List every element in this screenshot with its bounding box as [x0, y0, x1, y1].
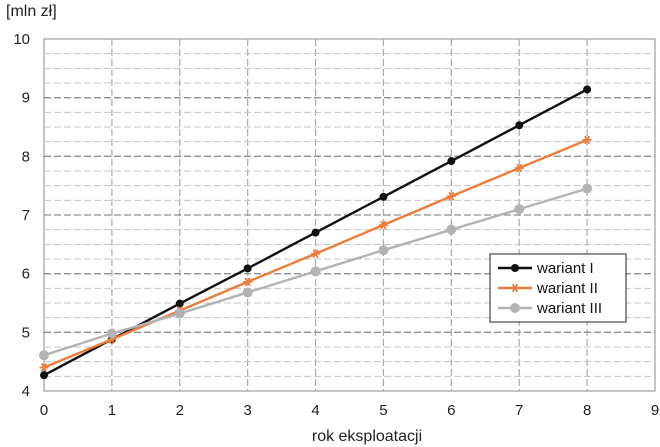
- data-point: [582, 183, 593, 194]
- legend-item: wariant III: [498, 300, 602, 317]
- data-point: [174, 308, 185, 319]
- data-point: [378, 245, 389, 256]
- data-point: [39, 363, 49, 372]
- x-tick-label: 9: [651, 402, 659, 419]
- data-point: [311, 249, 321, 259]
- data-point: [514, 204, 525, 215]
- x-tick-label: 3: [243, 402, 251, 419]
- x-tick-label: 0: [40, 402, 48, 419]
- data-point: [583, 85, 592, 94]
- y-tick-label: 4: [22, 383, 30, 400]
- data-point: [378, 220, 388, 230]
- y-tick-label: 9: [22, 90, 30, 107]
- data-point: [39, 350, 49, 361]
- y-tick-label: 10: [13, 31, 30, 48]
- legend-marker: [510, 303, 520, 313]
- data-point: [310, 266, 321, 277]
- x-axis-ticks: 0 1 2 3 4 5 6 7 8 9: [40, 402, 659, 419]
- legend-marker: [511, 264, 519, 272]
- data-point: [175, 299, 184, 308]
- data-point: [514, 163, 524, 173]
- x-tick-label: 7: [515, 402, 523, 419]
- series-group: [39, 85, 593, 380]
- data-point: [379, 192, 388, 201]
- legend-label: wariant III: [536, 300, 602, 317]
- legend: wariant I wariant II wariant III: [489, 253, 627, 323]
- y-tick-label: 5: [22, 324, 30, 341]
- legend-item: wariant I: [498, 260, 594, 277]
- data-point: [446, 224, 457, 235]
- x-tick-label: 2: [176, 402, 184, 419]
- y-tick-label: 7: [22, 207, 30, 224]
- data-point: [447, 157, 456, 166]
- legend-label: wariant II: [536, 280, 598, 297]
- x-tick-label: 6: [447, 402, 455, 419]
- series-3: [39, 183, 593, 361]
- data-point: [40, 371, 48, 380]
- data-point: [106, 328, 117, 339]
- y-axis-ticks: 4 5 6 7 8 9 10: [13, 31, 30, 400]
- x-tick-label: 4: [311, 402, 319, 419]
- y-tick-label: 8: [22, 148, 30, 165]
- data-point: [311, 228, 320, 237]
- x-axis-title: rok eksploatacji: [312, 428, 422, 445]
- data-point: [446, 191, 456, 201]
- x-tick-label: 5: [379, 402, 387, 419]
- data-point: [243, 277, 253, 287]
- x-tick-label: 1: [108, 402, 116, 419]
- legend-label: wariant I: [536, 260, 594, 277]
- data-point: [515, 121, 524, 130]
- y-tick-label: 6: [22, 266, 30, 283]
- legend-item: wariant II: [498, 280, 598, 297]
- data-point: [243, 264, 252, 273]
- x-tick-label: 8: [583, 402, 591, 419]
- legend-marker: [510, 283, 520, 293]
- data-point: [242, 287, 253, 298]
- data-point: [582, 135, 592, 145]
- gridlines: [44, 39, 655, 391]
- y-axis-title: [mln zł]: [6, 3, 57, 20]
